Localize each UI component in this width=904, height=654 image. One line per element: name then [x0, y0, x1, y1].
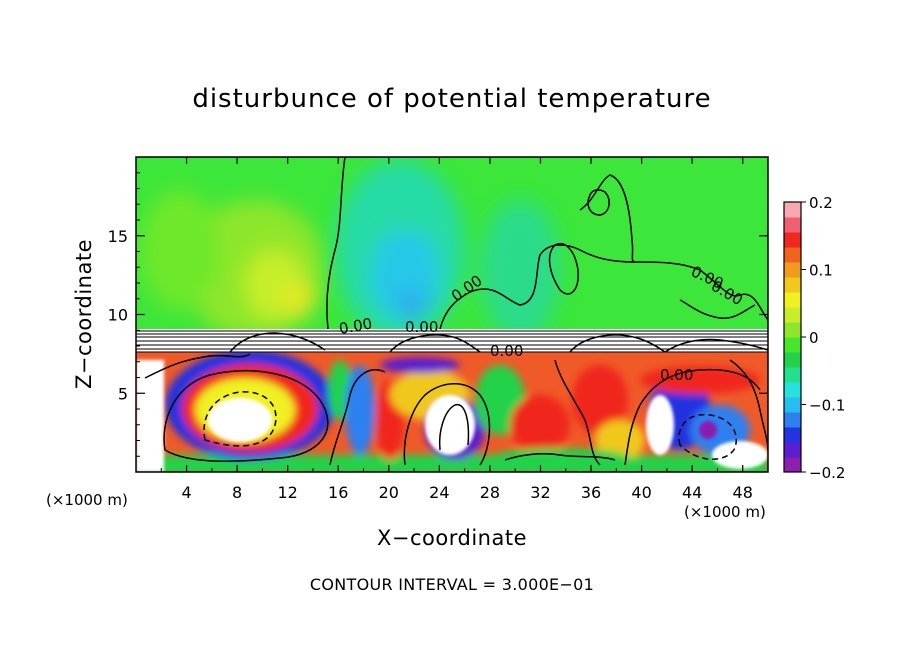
x-tick-label: 12 [278, 483, 298, 502]
colorbar-tick-label: −0.2 [809, 464, 845, 482]
field-blob [510, 395, 570, 455]
x-axis-label: X−coordinate [377, 526, 527, 550]
colorbar-segment [784, 367, 801, 383]
field-lower [136, 352, 768, 472]
colorbar-segment [784, 352, 801, 368]
field-blob [490, 448, 630, 468]
field-blob [345, 365, 375, 455]
field-blob [286, 286, 314, 314]
x-ticks: 4 8 12 16 20 24 28 32 36 40 44 48 [160, 157, 753, 502]
field-upper-cool-blobs [335, 160, 560, 329]
colorbar-segment [784, 202, 801, 218]
contour-line [569, 334, 666, 353]
interface-band [136, 329, 768, 353]
contour-label: 0.00 [660, 366, 693, 384]
contour-line [329, 369, 386, 466]
colorbar-segment [784, 397, 801, 413]
field-purple-core [699, 421, 717, 439]
contour-line [389, 334, 481, 353]
field-white-core [208, 398, 272, 442]
chart-title: disturbunce of potential temperature [192, 84, 712, 114]
field-blob [380, 357, 460, 373]
colorbar: 0.2 0.1 0 −0.1 −0.2 [783, 194, 845, 482]
contour-line [504, 453, 616, 461]
y-axis-label: Z−coordinate [72, 239, 96, 389]
colorbar-segment [784, 247, 801, 263]
contour-line [326, 157, 346, 330]
field-blob [595, 420, 645, 460]
colorbar-tick-label: 0.2 [809, 194, 833, 212]
colorbar-segment [784, 262, 801, 278]
y-ticks: 5 10 15 [108, 172, 768, 457]
colorbar-segment [784, 307, 801, 323]
colorbar-tick-label: −0.1 [809, 397, 845, 415]
field-blob [140, 190, 220, 310]
contour-line [729, 359, 768, 451]
colorbar-segment [784, 322, 801, 338]
contour-label: 0.00 [490, 342, 523, 360]
contour-line [587, 189, 610, 216]
colorbar-tick-label: 0.1 [809, 262, 833, 280]
contour-line [579, 174, 636, 263]
contour-line [664, 338, 768, 353]
field-upper [136, 157, 768, 329]
interface-band-lines [136, 330, 768, 353]
contour-line [203, 391, 277, 447]
colorbar-segment [784, 217, 801, 233]
contour-line [438, 404, 470, 451]
contour-line [624, 368, 761, 466]
field-blob [480, 200, 560, 329]
x-tick-label: 24 [429, 483, 449, 502]
field-white-core [646, 395, 674, 455]
y-axis-unit: (×1000 m) [46, 491, 128, 509]
x-tick-label: 20 [379, 483, 399, 502]
colorbar-segment [784, 412, 801, 428]
field-blob [398, 291, 426, 319]
contour-line [163, 370, 329, 462]
field-white-core [712, 441, 768, 469]
field-white-core [136, 360, 164, 472]
x-tick-label: 32 [530, 483, 550, 502]
x-axis-unit: (×1000 m) [684, 503, 766, 521]
x-tick-label: 36 [581, 483, 601, 502]
contour-line [548, 243, 579, 295]
colorbar-segment [784, 382, 801, 398]
x-tick-label: 48 [733, 483, 753, 502]
field-blob [640, 366, 760, 394]
y-tick-label: 5 [118, 384, 128, 403]
field-blob [572, 365, 628, 435]
colorbar-segment [784, 277, 801, 293]
colorbar-segment [784, 457, 801, 473]
contour-line [403, 382, 491, 466]
contour-line [229, 332, 326, 353]
contour-line [439, 244, 768, 330]
contour-lines [144, 157, 768, 466]
colorbar-tick-label: 0 [809, 329, 819, 347]
colorbar-segment [784, 232, 801, 248]
contour-line [554, 359, 601, 466]
contour-interval-note: CONTOUR INTERVAL = 3.000E−01 [309, 575, 595, 594]
colorbar-segment [784, 337, 801, 353]
contour-label: 0.00 [338, 314, 374, 338]
y-tick-label: 10 [108, 306, 128, 325]
x-tick-label: 8 [232, 483, 242, 502]
field-white-core [425, 395, 475, 455]
x-tick-label: 44 [682, 483, 702, 502]
field-upper-warm-blobs [140, 190, 325, 329]
contour-line [144, 353, 251, 379]
contour-label: 0.00 [405, 318, 438, 336]
x-tick-label: 40 [631, 483, 651, 502]
y-tick-label: 15 [108, 227, 128, 246]
x-tick-label: 28 [480, 483, 500, 502]
contour-line [679, 299, 756, 319]
colorbar-segment [784, 442, 801, 458]
field-lower-whites [136, 360, 768, 472]
colorbar-segment [784, 292, 801, 308]
x-tick-label: 4 [181, 483, 191, 502]
colorbar-segment [784, 427, 801, 443]
x-tick-label: 16 [328, 483, 348, 502]
